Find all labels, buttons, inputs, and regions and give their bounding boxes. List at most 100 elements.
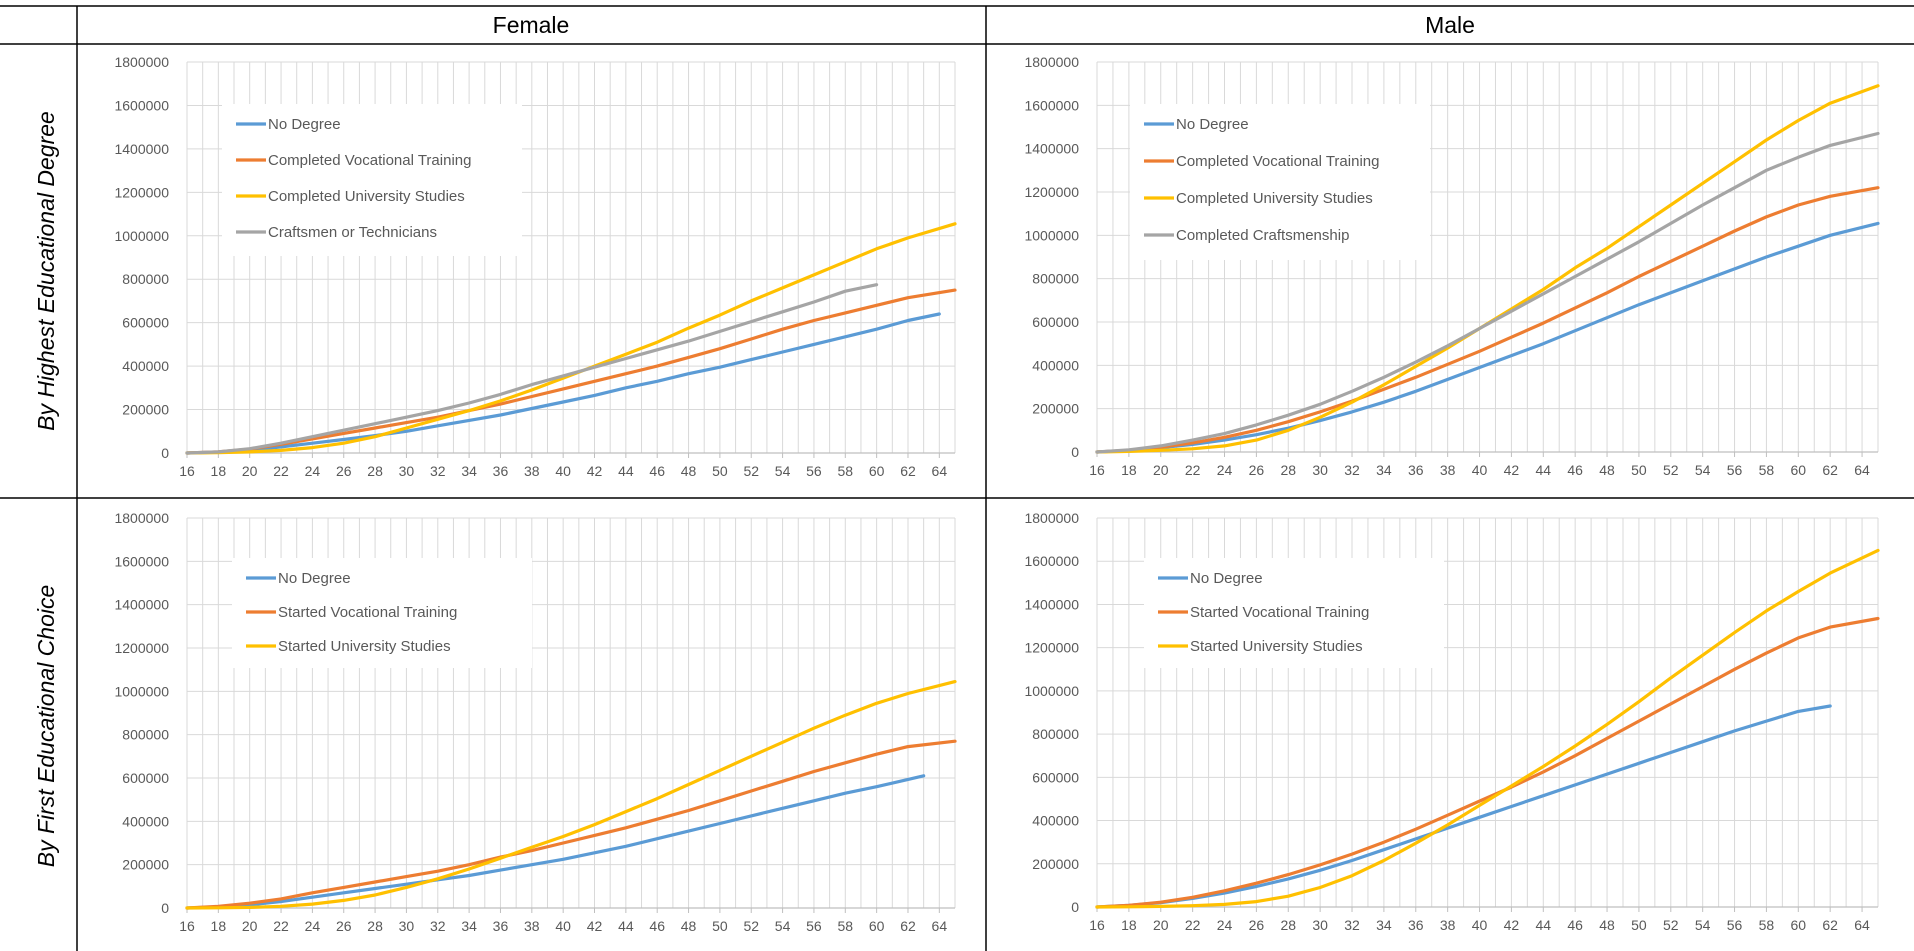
- y-tick-label: 1800000: [1024, 54, 1079, 70]
- y-tick-label: 1200000: [1024, 640, 1079, 656]
- legend-box: [1130, 104, 1430, 260]
- x-tick-label: 22: [1185, 462, 1201, 478]
- y-tick-label: 1400000: [1024, 141, 1079, 157]
- x-tick-label: 50: [1631, 462, 1647, 478]
- chart-female-highest-degree: 0 200000 400000 600000 800000 1000000 1200000 1…: [114, 54, 957, 479]
- x-tick-label: 46: [1567, 462, 1583, 478]
- x-tick-label: 48: [1599, 462, 1615, 478]
- x-tick-label: 64: [932, 463, 948, 479]
- x-tick-label: 18: [1121, 462, 1137, 478]
- y-tick-label: 1800000: [114, 510, 169, 526]
- series-line-started-university-studies: [1095, 548, 1880, 909]
- y-tick-label: 1600000: [1024, 97, 1079, 113]
- x-tick-label: 44: [618, 463, 634, 479]
- x-tick-label: 58: [1759, 462, 1775, 478]
- legend-label: Craftsmen or Technicians: [268, 224, 437, 241]
- y-tick-label: 1400000: [114, 141, 169, 157]
- x-tick-label: 58: [837, 463, 853, 479]
- x-tick-label: 60: [869, 463, 885, 479]
- legend-label: Completed Vocational Training: [1176, 153, 1379, 170]
- legend-label: Started Vocational Training: [278, 604, 457, 621]
- legend-label: No Degree: [1176, 116, 1249, 133]
- x-tick-label: 62: [900, 918, 916, 934]
- series-line-craftsmen-or-technicians: [185, 283, 879, 455]
- x-tick-label: 24: [305, 463, 321, 479]
- x-tick-label: 28: [367, 918, 383, 934]
- x-tick-label: 20: [242, 463, 258, 479]
- x-tick-label: 24: [305, 918, 321, 934]
- x-tick-label: 40: [1472, 462, 1488, 478]
- legend-label: No Degree: [268, 116, 341, 133]
- x-tick-label: 56: [1727, 462, 1743, 478]
- x-tick-label: 18: [211, 918, 227, 934]
- x-tick-label: 42: [587, 918, 603, 934]
- x-tick-label: 40: [555, 918, 571, 934]
- x-tick-label: 34: [1376, 462, 1392, 478]
- series-line-started-university-studies: [185, 679, 957, 910]
- series-line-no-degree: [185, 774, 926, 910]
- y-tick-label: 1200000: [114, 640, 169, 656]
- x-tick-label: 40: [1472, 917, 1488, 933]
- x-tick-label: 52: [1663, 462, 1679, 478]
- x-tick-label: 56: [806, 463, 822, 479]
- x-tick-label: 58: [1759, 917, 1775, 933]
- column-header-male: Male: [1425, 12, 1475, 38]
- y-tick-label: 1000000: [1024, 683, 1079, 699]
- y-tick-label: 0: [1071, 444, 1079, 460]
- x-tick-label: 32: [430, 918, 446, 934]
- x-tick-label: 26: [1249, 917, 1265, 933]
- y-tick-label: 600000: [1032, 314, 1079, 330]
- x-tick-label: 20: [242, 918, 258, 934]
- x-tick-label: 46: [1567, 917, 1583, 933]
- x-tick-label: 54: [1695, 917, 1711, 933]
- series-line-no-degree: [1095, 704, 1832, 909]
- legend-label: No Degree: [1190, 570, 1263, 587]
- x-tick-label: 54: [775, 463, 791, 479]
- x-tick-label: 24: [1217, 917, 1233, 933]
- column-header-female: Female: [493, 12, 570, 38]
- x-tick-label: 28: [1280, 917, 1296, 933]
- x-tick-label: 36: [493, 463, 509, 479]
- x-tick-label: 42: [587, 463, 603, 479]
- x-tick-label: 46: [649, 463, 665, 479]
- row-label-highest-degree: By Highest Educational Degree: [33, 111, 59, 431]
- x-tick-label: 26: [1249, 462, 1265, 478]
- x-tick-label: 44: [618, 918, 634, 934]
- x-tick-label: 50: [712, 918, 728, 934]
- x-tick-label: 42: [1504, 917, 1520, 933]
- y-tick-label: 400000: [122, 813, 169, 829]
- x-tick-label: 60: [1791, 462, 1807, 478]
- x-tick-label: 48: [1599, 917, 1615, 933]
- x-tick-label: 54: [1695, 462, 1711, 478]
- x-tick-label: 22: [273, 918, 289, 934]
- series-line-no-degree: [185, 312, 941, 455]
- y-tick-label: 800000: [1032, 271, 1079, 287]
- x-tick-label: 46: [649, 918, 665, 934]
- legend-label: Started University Studies: [278, 638, 451, 655]
- chart-male-first-choice: 0 200000 400000 600000 800000 1000000 1200000 1…: [1024, 510, 1880, 933]
- y-tick-label: 0: [1071, 899, 1079, 915]
- y-tick-label: 1000000: [1024, 227, 1079, 243]
- x-tick-label: 24: [1217, 462, 1233, 478]
- series-line-completed-vocational-training: [185, 288, 957, 455]
- x-tick-label: 38: [1440, 917, 1456, 933]
- x-tick-label: 56: [806, 918, 822, 934]
- x-tick-label: 50: [1631, 917, 1647, 933]
- x-tick-label: 52: [743, 463, 759, 479]
- x-tick-label: 18: [211, 463, 227, 479]
- y-tick-label: 1400000: [1024, 596, 1079, 612]
- x-tick-label: 22: [273, 463, 289, 479]
- x-tick-label: 38: [524, 463, 540, 479]
- legend-label: Completed Vocational Training: [268, 152, 471, 169]
- x-tick-label: 58: [837, 918, 853, 934]
- x-tick-label: 22: [1185, 917, 1201, 933]
- legend-box: [1144, 558, 1444, 668]
- x-tick-label: 60: [869, 918, 885, 934]
- x-tick-label: 54: [775, 918, 791, 934]
- y-tick-label: 1000000: [114, 683, 169, 699]
- legend-label: No Degree: [278, 570, 351, 587]
- series-line-completed-craftsmenship: [1095, 131, 1880, 454]
- x-tick-label: 48: [681, 918, 697, 934]
- x-tick-label: 52: [1663, 917, 1679, 933]
- x-tick-label: 16: [179, 463, 195, 479]
